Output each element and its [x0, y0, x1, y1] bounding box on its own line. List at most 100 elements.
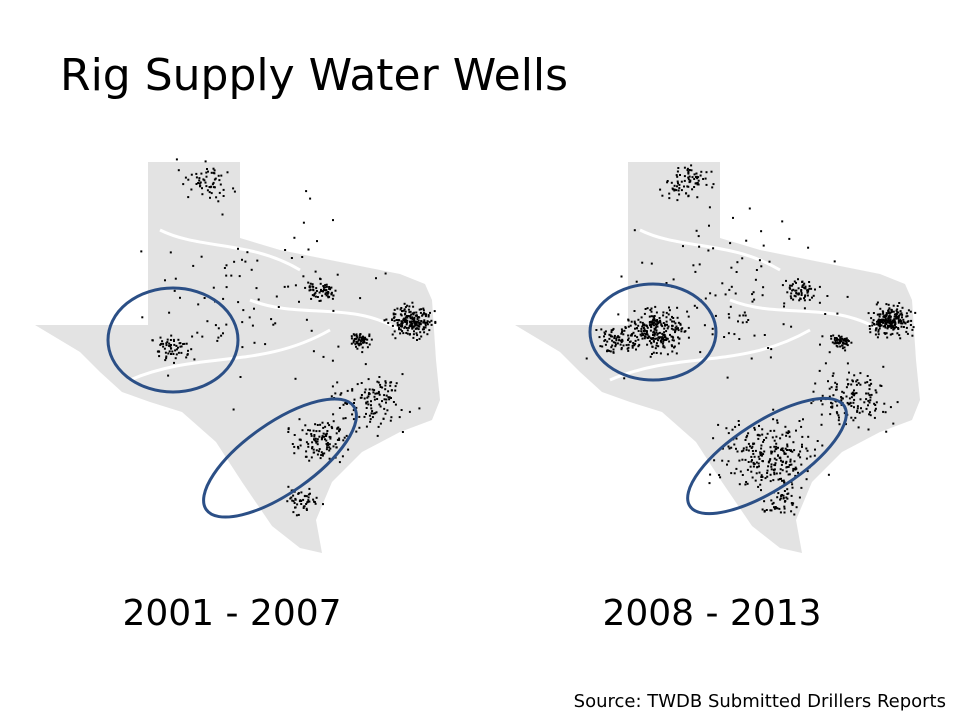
well-dot — [709, 292, 712, 295]
well-dot — [677, 327, 679, 330]
well-dot — [766, 472, 769, 474]
well-dot — [826, 295, 829, 297]
well-dot — [426, 320, 429, 323]
well-dot — [887, 315, 890, 318]
well-dot — [620, 328, 623, 331]
well-dot — [325, 435, 327, 437]
well-dot — [747, 461, 750, 463]
well-dot — [652, 351, 655, 354]
well-dot — [786, 445, 789, 448]
well-dot — [665, 311, 668, 314]
well-dot — [782, 449, 785, 452]
well-dot — [901, 322, 904, 325]
well-dot — [287, 485, 290, 488]
well-dot — [760, 447, 763, 450]
well-dot — [878, 327, 881, 330]
well-dot — [222, 188, 225, 191]
well-dot — [655, 342, 658, 345]
well-dot — [370, 407, 373, 410]
well-dot — [232, 187, 235, 190]
well-dot — [355, 335, 358, 337]
well-dot — [393, 308, 396, 311]
well-dot — [372, 391, 375, 394]
well-dot — [654, 337, 657, 340]
well-dot — [210, 185, 213, 188]
well-dot — [655, 344, 658, 347]
well-dot — [314, 270, 317, 273]
well-dot — [662, 338, 665, 341]
well-dot — [884, 318, 887, 321]
well-dot — [416, 324, 419, 327]
well-dot — [673, 345, 676, 348]
well-dot — [876, 313, 879, 316]
well-dot — [806, 289, 809, 292]
well-dot — [180, 351, 183, 354]
well-dot — [852, 401, 855, 404]
well-dot — [758, 434, 761, 437]
well-dot — [390, 381, 393, 384]
well-dot — [378, 376, 381, 378]
well-dot — [218, 191, 221, 194]
well-dot — [907, 309, 910, 312]
well-dot — [385, 398, 388, 401]
well-dot — [732, 216, 734, 219]
well-dot — [773, 439, 776, 442]
well-dot — [598, 336, 601, 339]
well-dot — [666, 181, 669, 184]
well-dot — [675, 327, 678, 330]
well-dot — [686, 185, 689, 188]
well-dot — [646, 343, 649, 346]
well-dot — [793, 294, 796, 297]
well-dot — [406, 329, 409, 332]
well-dot — [241, 346, 244, 349]
well-dot — [649, 324, 652, 327]
well-dot — [874, 389, 877, 392]
well-dot — [808, 281, 811, 283]
well-dot — [752, 442, 755, 445]
well-dot — [385, 394, 388, 397]
well-dot — [401, 330, 404, 333]
well-dot — [735, 437, 738, 440]
well-dot — [304, 424, 307, 427]
well-dot — [760, 453, 763, 456]
well-dot — [345, 434, 348, 437]
texas-map — [35, 158, 440, 553]
well-dot — [404, 318, 407, 321]
well-dot — [833, 342, 836, 345]
well-dot — [792, 441, 795, 444]
well-dot — [334, 443, 337, 446]
well-dot — [843, 412, 846, 415]
well-dot — [415, 332, 418, 335]
well-dot — [420, 320, 423, 323]
well-dot — [161, 340, 164, 343]
well-dot — [205, 185, 208, 188]
well-dot — [893, 315, 896, 318]
well-dot — [801, 443, 803, 446]
well-dot — [158, 355, 161, 358]
well-dot — [376, 380, 379, 383]
well-dot — [902, 320, 905, 323]
well-dot — [330, 292, 333, 295]
well-dot — [899, 337, 902, 340]
well-dot — [274, 322, 277, 325]
well-dot — [654, 319, 657, 322]
well-dot — [710, 170, 713, 173]
well-dot — [820, 413, 823, 416]
well-dot — [376, 398, 379, 400]
well-dot — [869, 331, 872, 334]
well-dot — [687, 315, 690, 318]
well-dot — [418, 316, 421, 319]
well-dot — [412, 333, 415, 336]
well-dot — [844, 349, 847, 352]
well-dot — [750, 357, 753, 360]
well-dot — [746, 434, 749, 437]
well-dot — [413, 325, 415, 328]
well-dot — [401, 325, 403, 328]
well-dot — [412, 336, 415, 339]
well-dot — [404, 306, 407, 309]
well-dot — [836, 404, 839, 407]
well-dot — [608, 349, 611, 352]
well-dot — [892, 319, 894, 322]
well-dot — [179, 296, 181, 299]
well-dot — [744, 439, 747, 441]
